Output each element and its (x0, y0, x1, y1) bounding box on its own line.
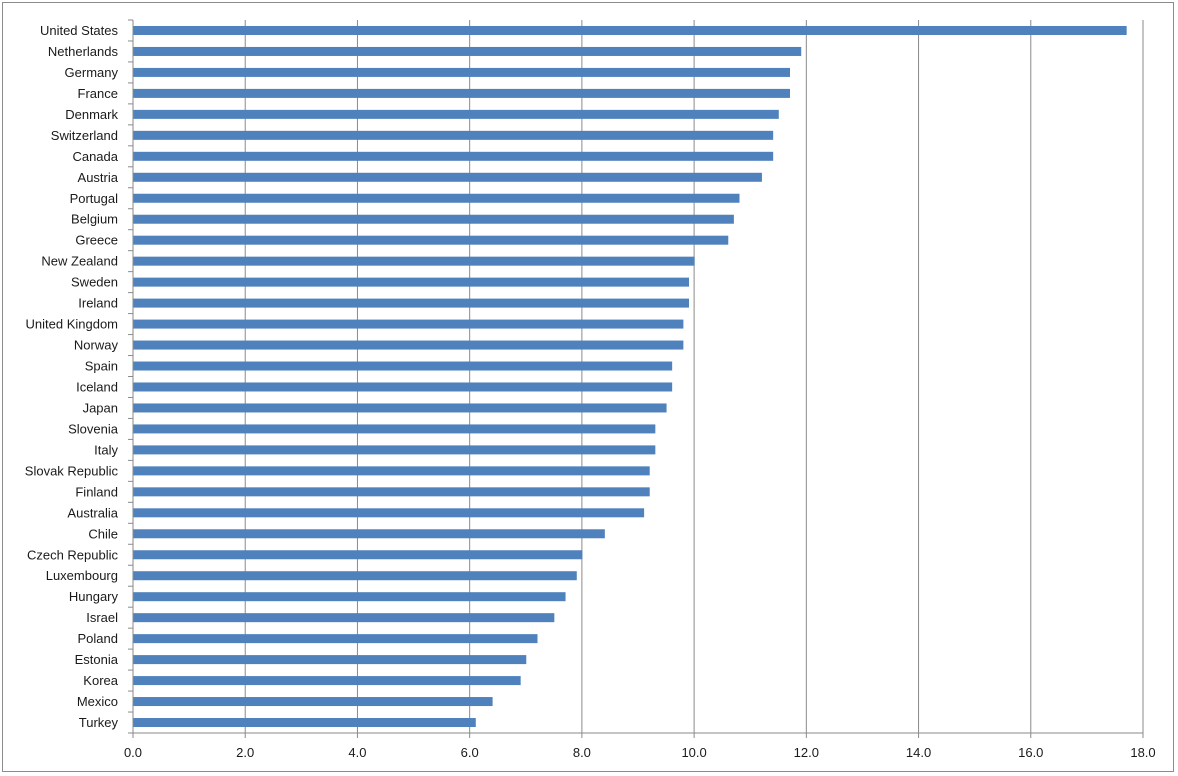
category-label: Korea (83, 673, 118, 688)
bar (133, 718, 476, 728)
bar (133, 466, 650, 476)
category-label: Mexico (77, 694, 118, 709)
bars (133, 25, 1127, 728)
category-label: Switzerland (51, 128, 118, 143)
bar (133, 109, 779, 119)
x-tick-label: 10.0 (681, 745, 706, 760)
category-label: Denmark (65, 107, 118, 122)
bar (133, 529, 605, 539)
category-label: Slovenia (68, 421, 119, 436)
bar (133, 256, 695, 266)
bar (133, 634, 538, 644)
category-label: Portugal (70, 191, 119, 206)
x-tick-label: 14.0 (906, 745, 931, 760)
category-label: Finland (75, 484, 118, 499)
category-label: Austria (78, 170, 119, 185)
category-label: Greece (75, 233, 118, 248)
category-label: Germany (65, 65, 119, 80)
category-label: Poland (78, 631, 118, 646)
category-label: Ireland (78, 296, 118, 311)
category-label: Iceland (76, 379, 118, 394)
category-label: Sweden (71, 275, 118, 290)
gridlines (244, 20, 1144, 733)
bar (133, 550, 583, 560)
bar (133, 88, 790, 98)
tick-labels: 0.0 2.0 4.0 6.0 8.0 10.0 12.0 14.0 16.0 18.0 (124, 745, 1156, 760)
category-label: Luxembourg (46, 568, 118, 583)
x-tick-label: 16.0 (1018, 745, 1043, 760)
bar (133, 592, 566, 602)
bar (133, 319, 684, 329)
category-label: Netherlands (48, 44, 119, 59)
category-labels: United States Netherlands Germany France Den… (25, 23, 119, 730)
bar (133, 445, 656, 455)
x-tick-label: 4.0 (348, 745, 366, 760)
bar (133, 487, 650, 497)
category-label: Belgium (71, 212, 118, 227)
x-tick-label: 8.0 (573, 745, 591, 760)
category-label: Canada (72, 149, 118, 164)
bar (133, 403, 667, 413)
category-label: Norway (74, 338, 119, 353)
bar (133, 193, 740, 203)
bar (133, 151, 774, 161)
bar (133, 130, 774, 140)
category-label: Czech Republic (27, 547, 119, 562)
bar (133, 361, 673, 371)
category-label: Italy (94, 442, 118, 457)
x-tick-label: 12.0 (794, 745, 819, 760)
bar (133, 25, 1127, 35)
bar (133, 172, 762, 182)
bar (133, 676, 521, 686)
category-label: Spain (85, 359, 118, 374)
x-tick-label: 2.0 (236, 745, 254, 760)
bar (133, 613, 555, 623)
category-label: France (78, 86, 118, 101)
bar (133, 697, 493, 707)
bar (133, 340, 684, 350)
category-label: New Zealand (41, 254, 118, 269)
bar (133, 571, 577, 581)
bar (133, 298, 689, 308)
category-label: Japan (83, 400, 118, 415)
bar (133, 508, 645, 518)
category-label: Israel (86, 610, 118, 625)
category-label: Hungary (69, 589, 119, 604)
bar (133, 67, 790, 77)
category-label: Australia (67, 505, 118, 520)
axes (128, 19, 1144, 738)
x-tick-label: 0.0 (124, 745, 142, 760)
bar (133, 424, 656, 434)
category-label: United States (40, 23, 119, 38)
category-label: Chile (88, 526, 118, 541)
x-tick-label: 18.0 (1130, 745, 1155, 760)
bar (133, 46, 802, 56)
bar (133, 382, 673, 392)
x-tick-label: 6.0 (461, 745, 479, 760)
bar (133, 214, 734, 224)
bar (133, 655, 527, 665)
category-label: Slovak Republic (25, 463, 119, 478)
category-label: Estonia (75, 652, 119, 667)
bar (133, 235, 729, 245)
bar (133, 277, 689, 287)
category-label: Turkey (79, 715, 119, 730)
category-label: United Kingdom (26, 317, 119, 332)
